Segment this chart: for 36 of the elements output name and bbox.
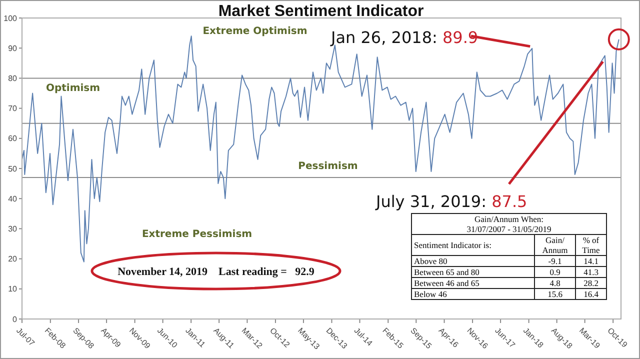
y-tick-label: 80: [8, 74, 18, 84]
annotation: 28.2: [576, 278, 606, 288]
annotation: Above 80: [412, 256, 534, 266]
annotation: Extreme Optimism: [202, 26, 308, 37]
y-tick-label: 100: [4, 14, 18, 23]
annotation: Sentiment Indicator is:: [412, 234, 534, 256]
annotation: Below 46: [412, 288, 534, 300]
annotation: 31/07/2007 - 31/05/2019: [466, 224, 552, 234]
y-tick-label: 30: [8, 224, 18, 234]
y-tick-label: 20: [8, 254, 18, 264]
y-tick-label: 90: [8, 44, 18, 53]
annotation: Optimism: [46, 83, 100, 94]
annotation: Extreme Pessimism: [142, 229, 252, 240]
y-tick-label: 10: [8, 284, 18, 294]
annotation: November 14, 2019 Last reading = 92.9: [118, 266, 315, 278]
annotation: % of Time: [576, 234, 606, 256]
annotation: 41.3: [576, 266, 606, 278]
annotation: 16.4: [576, 288, 606, 300]
y-tick-label: 70: [8, 104, 18, 114]
annotation: Jan 26, 2018: 89.9: [330, 28, 478, 47]
annotation: Between 65 and 80: [412, 266, 534, 278]
annotation: July 31, 2019: 87.5: [375, 192, 528, 211]
annotation: Between 46 and 65: [412, 278, 534, 288]
annotation: 0.9: [534, 266, 576, 278]
annotation: -9.1: [534, 256, 576, 266]
annotation: Gain/Annum When:: [474, 214, 544, 224]
y-tick-label: 0: [12, 314, 18, 324]
chart-title: Market Sentiment Indicator: [218, 3, 424, 20]
y-tick-label: 60: [8, 134, 18, 144]
annotation: 15.6: [534, 288, 576, 300]
y-tick-label: 50: [8, 164, 18, 174]
annotation: Pessimism: [298, 161, 358, 172]
annotation: 4.8: [534, 278, 576, 288]
y-tick-label: 40: [8, 194, 18, 204]
annotation: 14.1: [576, 256, 606, 266]
annotation: Gain/ Annum: [534, 234, 576, 256]
